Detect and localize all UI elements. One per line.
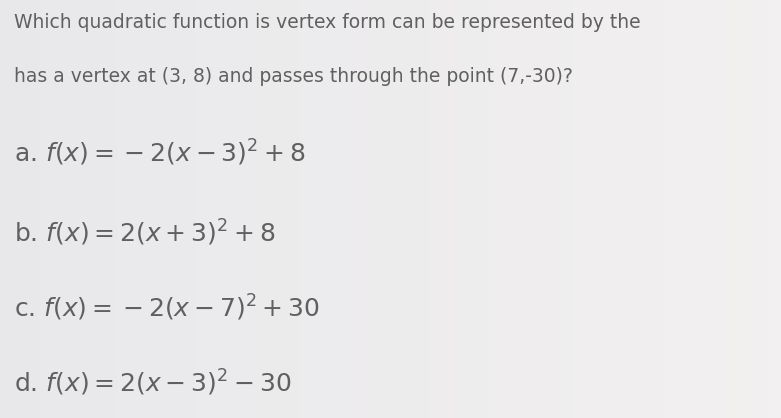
Text: c. $f(x) = -2(x - 7)^2 + 30$: c. $f(x) = -2(x - 7)^2 + 30$ [14, 293, 320, 323]
Bar [143, 0, 156, 418]
Bar [260, 0, 273, 418]
Bar [299, 0, 312, 418]
Bar [638, 0, 651, 418]
Bar [560, 0, 572, 418]
Bar [351, 0, 365, 418]
Bar [248, 0, 260, 418]
Bar [482, 0, 494, 418]
Bar [443, 0, 455, 418]
Bar [625, 0, 638, 418]
Bar [273, 0, 287, 418]
Bar [664, 0, 677, 418]
Bar [508, 0, 521, 418]
Text: d. $f(x) = 2(x - 3)^2 - 30$: d. $f(x) = 2(x - 3)^2 - 30$ [14, 368, 291, 398]
Bar [169, 0, 182, 418]
Bar [195, 0, 209, 418]
Bar [52, 0, 65, 418]
Bar [377, 0, 390, 418]
Bar [0, 0, 13, 418]
Bar [39, 0, 52, 418]
Bar [547, 0, 560, 418]
Bar [469, 0, 482, 418]
Bar [416, 0, 430, 418]
Bar [234, 0, 248, 418]
Bar [742, 0, 755, 418]
Bar [287, 0, 299, 418]
Bar [612, 0, 625, 418]
Bar [521, 0, 533, 418]
Bar [91, 0, 104, 418]
Bar [755, 0, 768, 418]
Text: Which quadratic function is vertex form can be represented by the: Which quadratic function is vertex form … [14, 13, 640, 31]
Text: has a vertex at (3, 8) and passes through the point (7,-30)?: has a vertex at (3, 8) and passes throug… [14, 67, 573, 86]
Bar [703, 0, 716, 418]
Bar [130, 0, 143, 418]
Bar [221, 0, 234, 418]
Bar [404, 0, 416, 418]
Bar [677, 0, 690, 418]
Text: b. $f(x) = 2(x + 3)^2 + 8$: b. $f(x) = 2(x + 3)^2 + 8$ [14, 217, 276, 247]
Bar [729, 0, 742, 418]
Bar [572, 0, 586, 418]
Bar [716, 0, 729, 418]
Bar [182, 0, 195, 418]
Text: a. $f(x) = -2(x - 3)^2 + 8$: a. $f(x) = -2(x - 3)^2 + 8$ [14, 138, 305, 168]
Bar [651, 0, 664, 418]
Bar [533, 0, 547, 418]
Bar [338, 0, 351, 418]
Bar [599, 0, 612, 418]
Bar [365, 0, 377, 418]
Bar [26, 0, 39, 418]
Bar [104, 0, 117, 418]
Bar [209, 0, 221, 418]
Bar [430, 0, 443, 418]
Bar [326, 0, 338, 418]
Bar [312, 0, 326, 418]
Bar [690, 0, 703, 418]
Bar [586, 0, 599, 418]
Bar [768, 0, 781, 418]
Bar [455, 0, 469, 418]
Bar [65, 0, 78, 418]
Bar [13, 0, 26, 418]
Bar [156, 0, 169, 418]
Bar [117, 0, 130, 418]
Bar [78, 0, 91, 418]
Bar [494, 0, 508, 418]
Bar [390, 0, 404, 418]
